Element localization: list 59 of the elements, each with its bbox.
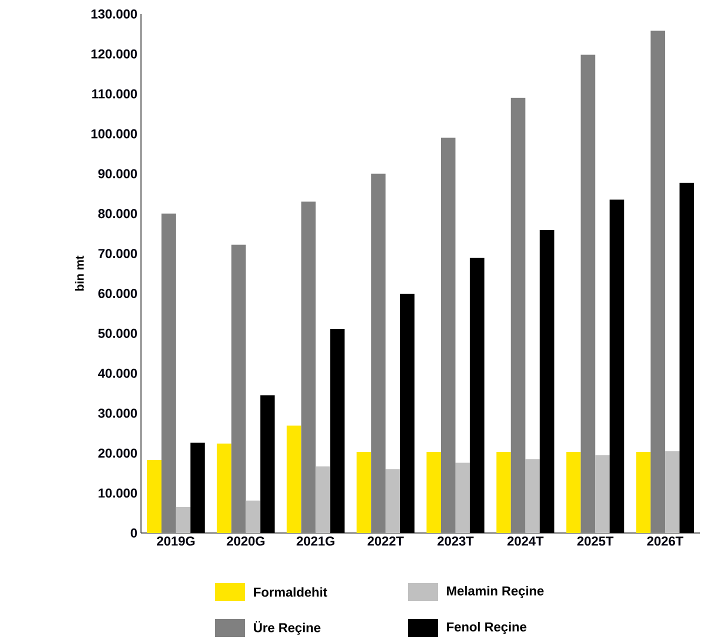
bar: [301, 202, 316, 533]
bar: [216, 444, 232, 533]
y-tick-label: 110.000: [92, 89, 137, 98]
bar: [510, 98, 526, 533]
bar: [286, 426, 302, 533]
y-tick-label: 50.000: [98, 328, 137, 338]
bar: [680, 182, 694, 533]
bar: [426, 452, 441, 533]
bar: [190, 442, 205, 533]
y-tick-label: 10.000: [98, 488, 137, 498]
bar: [665, 451, 680, 533]
x-tick-label: 2022T: [368, 536, 404, 546]
y-tick-label: 30.000: [98, 408, 137, 418]
y-tick-label: 60.000: [98, 288, 137, 298]
bar: [496, 452, 511, 533]
y-tick-label: 120.000: [91, 49, 137, 58]
bar: [330, 328, 345, 533]
x-tick-label: 2020G: [226, 536, 264, 546]
bar: [610, 200, 624, 533]
y-tick-label: 90.000: [98, 169, 137, 178]
bar: [176, 507, 190, 533]
bar: [440, 138, 456, 533]
y-tick-label: 40.000: [98, 368, 137, 378]
y-tick-label: 130.000: [91, 9, 137, 19]
y-tick-label: 100.000: [91, 129, 137, 138]
bar: [566, 452, 581, 533]
bar: [147, 460, 162, 533]
bar: [595, 455, 610, 533]
bar: [580, 54, 596, 533]
x-tick-label: 2024T: [507, 536, 544, 546]
legend-label: Formaldehit: [254, 587, 328, 597]
bar: [470, 258, 484, 533]
bar: [525, 459, 540, 533]
bar: [400, 294, 414, 533]
x-tick-label: 2023T: [438, 536, 474, 546]
x-tick-label: 2021G: [296, 536, 334, 546]
y-tick-label: 80.000: [98, 209, 137, 218]
bar: [260, 395, 275, 533]
bar: [371, 174, 386, 533]
legend-label: Fenol Reçine: [447, 622, 526, 634]
y-tick-label: 70.000: [98, 248, 137, 258]
bar: [455, 462, 470, 533]
bar: [161, 214, 176, 533]
y-axis-title: bin mt: [75, 256, 84, 291]
bar: [231, 244, 246, 533]
bar: [650, 30, 666, 533]
bar: [316, 466, 330, 533]
bar: [356, 452, 372, 533]
y-tick-label: 20.000: [98, 448, 137, 458]
x-tick-label: 2019G: [156, 536, 195, 546]
x-tick-label: 2025T: [577, 536, 614, 546]
bar: [386, 469, 400, 533]
y-tick-label: 0: [130, 528, 137, 538]
bar: [246, 500, 260, 533]
x-tick-label: 2026T: [647, 536, 684, 546]
legend-label: Melamin Reçine: [447, 586, 544, 598]
bar: [540, 230, 554, 533]
legend-label: Üre Reçine: [254, 621, 320, 635]
bar: [636, 452, 651, 533]
